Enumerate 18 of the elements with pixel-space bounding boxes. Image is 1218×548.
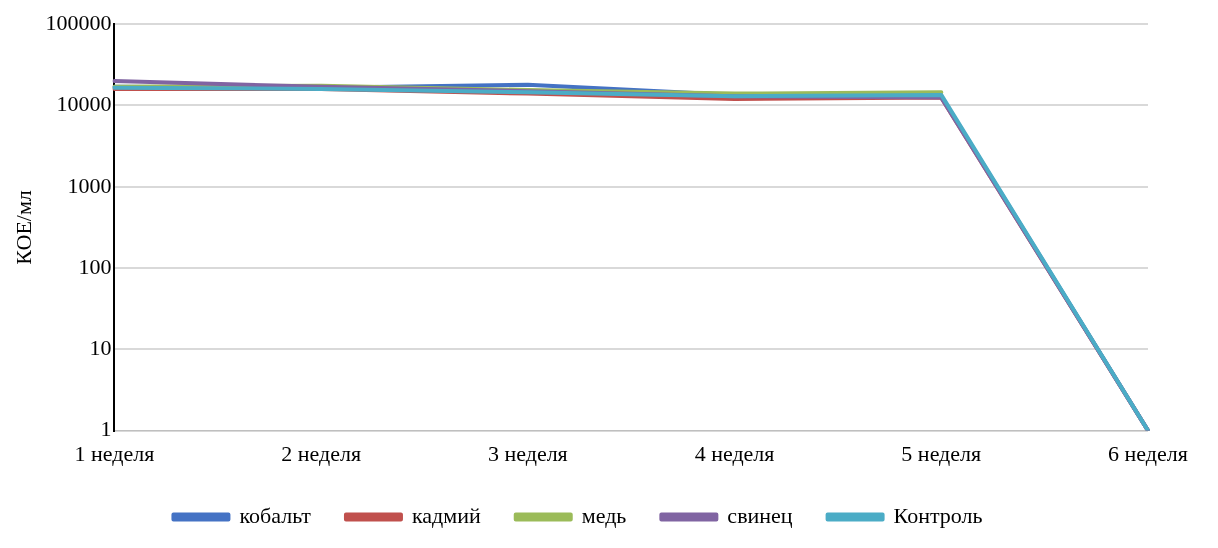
x-tick-label: 1 неделя <box>74 440 155 466</box>
y-tick-label: 1 <box>100 416 112 442</box>
y-tick-label: 1000 <box>67 172 112 198</box>
y-tick-label: 10 <box>89 335 112 361</box>
x-tick-label: 2 неделя <box>281 440 362 466</box>
legend-label: медь <box>581 502 627 528</box>
x-tick-label: 3 неделя <box>487 440 568 466</box>
y-tick-label: 100 <box>78 253 112 279</box>
x-tick-label: 4 неделя <box>694 440 775 466</box>
y-tick-label: 100000 <box>45 9 112 35</box>
legend-label: кадмий <box>411 502 481 528</box>
x-tick-label: 6 неделя <box>1108 440 1188 466</box>
legend-label: кобальт <box>239 502 312 528</box>
legend-label: свинец <box>727 502 793 528</box>
y-tick-label: 10000 <box>56 91 112 117</box>
y-axis-title: КОЕ/мл <box>10 190 36 265</box>
legend-label: Контроль <box>893 502 983 528</box>
x-tick-label: 5 неделя <box>901 440 982 466</box>
